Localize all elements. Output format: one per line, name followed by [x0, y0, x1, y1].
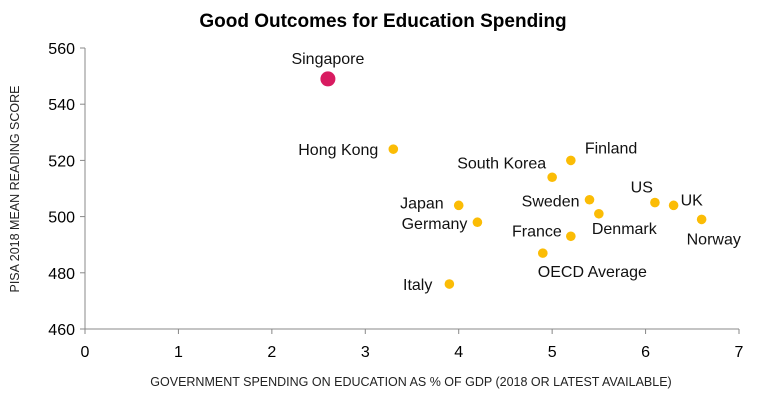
- data-point-hong-kong: [388, 144, 399, 154]
- point-label-uk: UK: [681, 192, 704, 209]
- x-tick-label: 4: [454, 344, 463, 361]
- y-tick-label: 540: [48, 97, 75, 114]
- point-label-italy: Italy: [403, 277, 432, 294]
- data-point-italy: [444, 279, 455, 289]
- data-point-singapore: [320, 71, 336, 87]
- y-tick-label: 500: [48, 210, 75, 227]
- y-tick-label: 480: [48, 266, 75, 283]
- x-tick-label: 1: [174, 344, 183, 361]
- point-label-japan: Japan: [400, 195, 444, 212]
- x-tick-label: 7: [735, 344, 744, 361]
- x-axis-label: GOVERNMENT SPENDING ON EDUCATION AS % OF…: [150, 375, 671, 389]
- y-tick-label: 560: [48, 41, 75, 58]
- x-tick-label: 3: [361, 344, 370, 361]
- data-point-oecd-average: [538, 248, 548, 258]
- point-label-norway: Norway: [687, 231, 741, 248]
- data-point-finland: [566, 155, 576, 166]
- point-label-finland: Finland: [585, 140, 637, 157]
- y-axis-label: PISA 2018 MEAN READING SCORE: [8, 85, 22, 292]
- data-point-germany: [472, 217, 483, 228]
- data-point-denmark: [594, 208, 604, 219]
- y-tick-label: 460: [48, 322, 75, 339]
- x-tick-label: 6: [641, 344, 650, 361]
- point-label-sweden: Sweden: [522, 194, 580, 211]
- data-point-france: [566, 231, 576, 242]
- data-points: [320, 71, 707, 289]
- data-point-japan: [453, 200, 464, 211]
- point-label-germany: Germany: [402, 216, 468, 233]
- point-label-france: France: [512, 223, 562, 240]
- data-point-us: [650, 197, 660, 208]
- data-point-south-korea: [547, 172, 557, 183]
- y-tick-label: 520: [48, 153, 75, 170]
- x-tick-label: 5: [548, 344, 557, 361]
- chart-title: Good Outcomes for Education Spending: [199, 11, 566, 32]
- data-point-uk: [668, 200, 679, 211]
- data-point-norway: [696, 214, 707, 225]
- point-label-oecd-average: OECD Average: [538, 264, 647, 281]
- axes: 0 1 2 3 4 5 6 7 460 480 500 520 540 560: [48, 41, 743, 361]
- x-tick-label: 0: [81, 344, 90, 361]
- point-label-us: US: [631, 180, 653, 197]
- x-tick-label: 2: [267, 344, 276, 361]
- point-label-south-korea: South Korea: [457, 155, 546, 172]
- point-label-hong-kong: Hong Kong: [298, 142, 378, 159]
- data-point-sweden: [584, 194, 595, 205]
- point-label-singapore: Singapore: [291, 51, 364, 68]
- point-label-denmark: Denmark: [592, 221, 658, 238]
- point-labels: Singapore Hong Kong Finland South Korea Japa…: [291, 51, 740, 294]
